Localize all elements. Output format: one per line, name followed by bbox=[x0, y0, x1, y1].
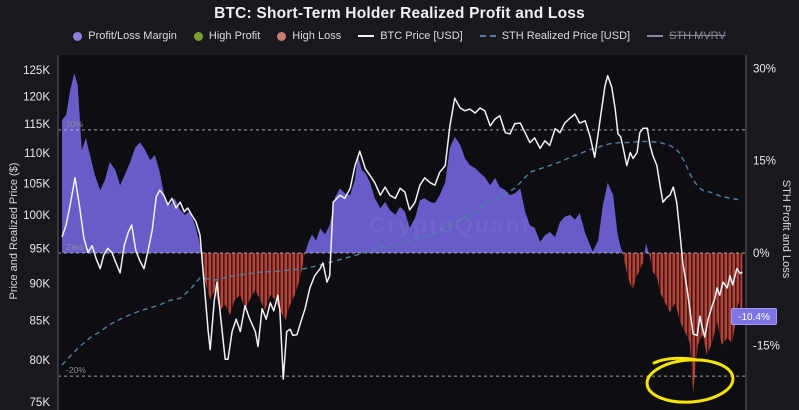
legend-item-btc-price-usd-[interactable]: BTC Price [USD] bbox=[358, 30, 463, 42]
legend-item-label: High Loss bbox=[292, 30, 342, 42]
loss-margin-area bbox=[62, 253, 743, 393]
left-axis-tick: 75K bbox=[30, 397, 51, 409]
dot-marker-icon bbox=[193, 31, 203, 41]
left-axis-tick: 95K bbox=[30, 243, 51, 255]
right-axis-tick: 15% bbox=[753, 156, 776, 168]
left-axis-tick: 120K bbox=[23, 92, 50, 104]
legend-item-high-profit[interactable]: High Profit bbox=[193, 30, 261, 42]
sth-realized-price-line bbox=[61, 140, 743, 366]
left-axis-tick: 115K bbox=[24, 119, 50, 131]
line-marker-icon bbox=[358, 35, 375, 37]
legend-item-sth-mvrv[interactable]: STH MVRV bbox=[647, 30, 726, 42]
btc-price-line bbox=[61, 74, 743, 380]
dot-marker-icon bbox=[277, 31, 287, 41]
left-axis-tick: 90K bbox=[30, 279, 51, 291]
right-axis-tick: 30% bbox=[753, 63, 776, 75]
legend-item-label: Profit/Loss Margin bbox=[88, 30, 177, 42]
legend-item-label: STH Realized Price [USD] bbox=[501, 30, 631, 42]
line-marker-icon bbox=[647, 35, 664, 37]
right-axis-title: STH Profit and Loss bbox=[780, 179, 792, 279]
right-axis-tick: -15% bbox=[753, 340, 780, 352]
dash-marker-icon bbox=[479, 35, 496, 37]
left-axis-tick: 125K bbox=[23, 65, 50, 77]
legend-item-sth-realized-price-usd-[interactable]: STH Realized Price [USD] bbox=[479, 30, 631, 42]
left-axis-tick: 100K bbox=[23, 210, 50, 222]
left-axis-tick: 85K bbox=[30, 316, 51, 328]
legend-item-high-loss[interactable]: High Loss bbox=[277, 30, 341, 42]
reference-line-label: 20% bbox=[66, 119, 83, 129]
legend-item-label: High Profit bbox=[208, 30, 261, 42]
left-axis-tick: 105K bbox=[23, 178, 50, 190]
dot-marker-icon bbox=[73, 31, 83, 41]
current-value-badge: -10.4% bbox=[731, 308, 777, 325]
reference-line-label: -20% bbox=[66, 365, 86, 375]
page-title: BTC: Short-Term Holder Realized Profit a… bbox=[214, 5, 585, 22]
highlight-annotation-tail bbox=[652, 356, 699, 365]
profit-margin-area bbox=[62, 73, 743, 253]
legend-item-profit-loss-margin[interactable]: Profit/Loss Margin bbox=[73, 30, 177, 42]
legend-item-label: STH MVRV bbox=[669, 30, 726, 42]
right-axis-tick: 0% bbox=[753, 248, 770, 260]
reference-line-label: Zero bbox=[66, 242, 84, 252]
left-axis-title: Price and Realized Price ($) bbox=[8, 162, 20, 300]
left-axis-tick: 80K bbox=[30, 355, 51, 367]
legend-item-label: BTC Price [USD] bbox=[380, 30, 463, 42]
legend: Profit/Loss Margin High Profit High Loss BT… bbox=[0, 30, 799, 42]
left-axis-tick: 110K bbox=[24, 148, 50, 160]
